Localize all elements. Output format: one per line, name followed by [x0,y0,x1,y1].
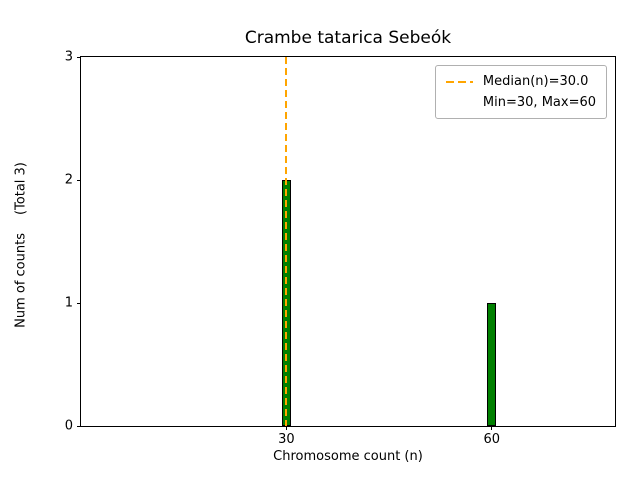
y-tick-label: 1 [64,295,73,311]
legend-item-median: Median(n)=30.0 [445,74,596,89]
y-tick-label: 2 [64,172,73,188]
y-axis-label-note: (Total 3) [13,162,29,216]
legend: Median(n)=30.0 Min=30, Max=60 [434,65,607,119]
y-tick-mark [77,302,81,304]
chart-title: Crambe tatarica Sebeók [244,28,452,48]
plot-area: Median(n)=30.0 Min=30, Max=60 30 60 0 1 2 3 [65,51,616,446]
bar-x60 [487,303,497,426]
legend-label-median: Median(n)=30.0 [482,74,589,89]
x-tick-mark [285,426,287,430]
y-tick-mark [77,425,81,427]
y-tick-mark [77,56,81,58]
x-tick-mark [491,426,493,430]
y-axis-label-text: Num of counts [13,233,29,328]
y-tick-mark [77,179,81,181]
median-dashed-line-icon [445,80,473,83]
median-line [285,57,288,426]
x-tick-label: 30 [278,432,295,447]
legend-label-minmax: Min=30, Max=60 [482,95,596,110]
x-axis-label: Chromosome count (n) [273,449,423,464]
x-tick-label: 60 [483,432,501,447]
y-axis-label: Num of counts (Total 3) [14,162,29,328]
legend-item-minmax: Min=30, Max=60 [446,95,596,110]
y-tick-label: 3 [64,49,73,65]
y-tick-label: 0 [64,418,73,434]
